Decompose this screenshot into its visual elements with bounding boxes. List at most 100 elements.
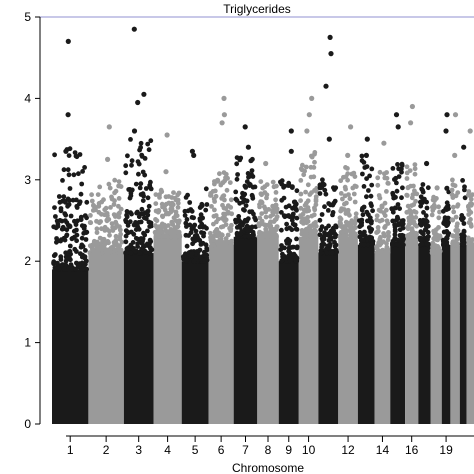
snp-point xyxy=(197,218,203,224)
snp-point xyxy=(405,203,411,209)
snp-point xyxy=(279,178,285,184)
snp-point xyxy=(243,185,249,190)
snp-point xyxy=(400,185,405,191)
snp-point xyxy=(273,190,279,195)
snp-point xyxy=(450,233,455,239)
snp-point xyxy=(422,196,427,202)
snp-point xyxy=(140,169,146,175)
snp-point xyxy=(379,204,385,210)
snp-point xyxy=(440,237,446,243)
snp-point xyxy=(461,242,467,247)
snp-point xyxy=(311,221,317,227)
snp-point xyxy=(68,262,74,267)
snp-point xyxy=(400,225,406,231)
snp-point xyxy=(375,225,381,230)
snp-point xyxy=(162,233,168,239)
snp-point xyxy=(318,227,324,233)
snp-point xyxy=(285,236,291,242)
snp-point xyxy=(320,238,326,243)
chromosome-10-band xyxy=(298,236,319,424)
top-hit-point xyxy=(424,160,430,167)
x-axis-ticks: 1 2 3 4 5 6 7 8 9 10 12 14 16 19 xyxy=(67,436,453,457)
snp-point xyxy=(94,230,100,236)
snp-point xyxy=(235,172,241,177)
snp-point xyxy=(298,178,304,183)
snp-point xyxy=(307,192,313,197)
top-hit-point xyxy=(409,103,415,110)
snp-point xyxy=(446,206,451,212)
snp-point xyxy=(168,227,174,232)
chromosome-3-band xyxy=(123,253,154,424)
snp-point xyxy=(360,212,366,218)
snp-point xyxy=(53,266,59,271)
snp-point xyxy=(257,204,262,210)
snp-point xyxy=(113,237,119,243)
snp-point xyxy=(164,210,170,216)
snp-point xyxy=(95,192,101,198)
snp-point xyxy=(392,205,398,211)
y-tick-label: 0 xyxy=(24,417,31,431)
snp-point xyxy=(173,197,179,203)
snp-point xyxy=(203,186,209,192)
snp-point xyxy=(175,224,181,229)
snp-point xyxy=(129,187,135,193)
snp-point xyxy=(293,226,299,232)
snp-point xyxy=(460,178,465,183)
snp-point xyxy=(418,199,423,205)
snp-point xyxy=(305,198,311,204)
snp-point xyxy=(322,187,328,193)
snp-point xyxy=(430,250,436,256)
snp-point xyxy=(390,218,396,224)
snp-point xyxy=(247,209,253,215)
snp-point xyxy=(138,181,144,187)
snp-point xyxy=(291,251,297,257)
snp-point xyxy=(399,218,405,224)
snp-point xyxy=(67,249,73,254)
snp-point xyxy=(338,191,344,196)
snp-point xyxy=(153,192,159,198)
snp-point xyxy=(241,207,246,212)
snp-point xyxy=(407,234,413,240)
snp-point xyxy=(430,244,435,250)
top-hit-point xyxy=(444,112,450,118)
top-hit-point xyxy=(443,128,449,134)
top-hit-point xyxy=(304,128,310,134)
x-tick-label: 2 xyxy=(103,443,110,457)
top-hit-point xyxy=(408,120,414,126)
snp-point xyxy=(95,245,101,250)
snp-point xyxy=(332,243,338,249)
x-tick-label: 10 xyxy=(302,443,316,457)
chromosome-1-band xyxy=(52,269,89,424)
snp-point xyxy=(366,225,372,230)
snp-point xyxy=(66,172,72,178)
snp-point xyxy=(369,235,374,241)
snp-point xyxy=(212,199,218,204)
snp-point xyxy=(408,214,414,220)
snp-point xyxy=(279,227,284,233)
snp-point xyxy=(135,224,141,230)
snp-point xyxy=(202,252,208,258)
snp-point xyxy=(111,202,117,207)
chromosome-15-band xyxy=(390,244,406,424)
snp-point xyxy=(240,222,245,228)
x-tick-label: 5 xyxy=(192,443,199,457)
snp-point xyxy=(305,182,311,188)
snp-point xyxy=(384,218,390,224)
snp-point xyxy=(248,158,254,164)
snp-point xyxy=(361,242,367,248)
snp-point xyxy=(137,185,143,191)
snp-point xyxy=(444,186,450,191)
snp-point xyxy=(268,219,273,225)
top-hit-point xyxy=(328,51,334,57)
snp-point xyxy=(449,187,455,193)
snp-point xyxy=(420,187,425,193)
snp-point xyxy=(147,224,153,229)
snp-point xyxy=(198,212,204,218)
top-hit-point xyxy=(467,128,473,134)
snp-point xyxy=(386,230,391,236)
snp-point xyxy=(424,205,430,211)
snp-point xyxy=(77,152,83,157)
snp-point xyxy=(220,239,226,245)
snp-point xyxy=(249,168,255,174)
snp-point xyxy=(360,237,366,243)
